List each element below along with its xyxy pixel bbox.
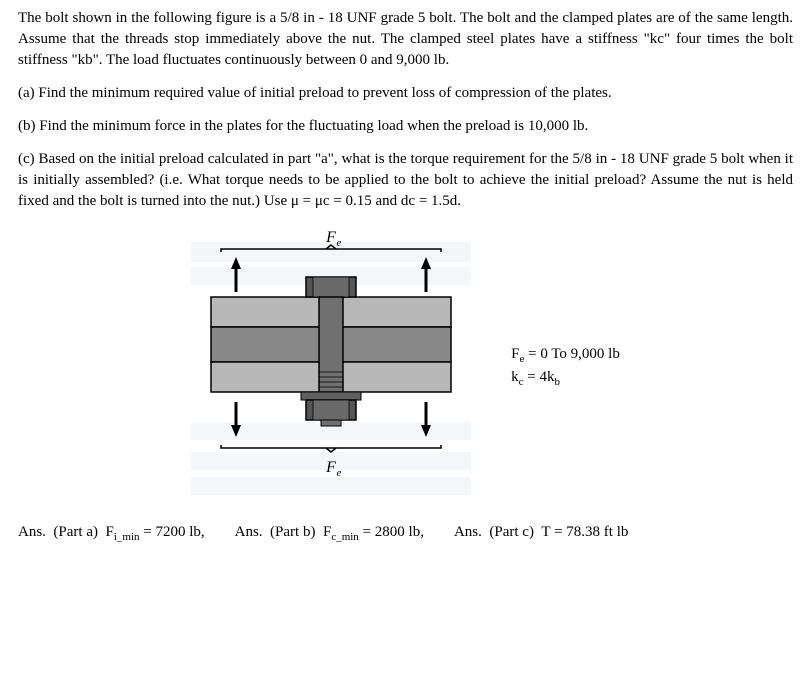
figure-container: F e [18,227,793,507]
bolt-figure: F e [191,227,471,507]
side-label-stiffness: kc = 4kb [511,367,620,390]
figure-side-labels: Fe = 0 To 9,000 lb kc = 4kb [511,344,620,391]
side-label-force: Fe = 0 To 9,000 lb [511,344,620,367]
part-c-text: (c) Based on the initial preload calcula… [18,149,793,212]
answer-a: Ans. (Part a) Fi_min = 7200 lb, [18,522,205,545]
svg-text:e: e [337,467,342,479]
svg-text:e: e [337,237,342,249]
svg-text:F: F [325,459,336,476]
answer-b: Ans. (Part b) Fc_min = 2800 lb, [235,522,424,545]
svg-text:F: F [325,229,336,246]
answer-c: Ans. (Part c) T = 78.38 ft lb [454,522,628,545]
part-a-text: (a) Find the minimum required value of i… [18,83,793,104]
part-b-text: (b) Find the minimum force in the plates… [18,116,793,137]
bolt-diagram-svg: F e [191,227,471,507]
problem-intro: The bolt shown in the following figure i… [18,8,793,71]
answers-row: Ans. (Part a) Fi_min = 7200 lb, Ans. (Pa… [18,522,793,545]
